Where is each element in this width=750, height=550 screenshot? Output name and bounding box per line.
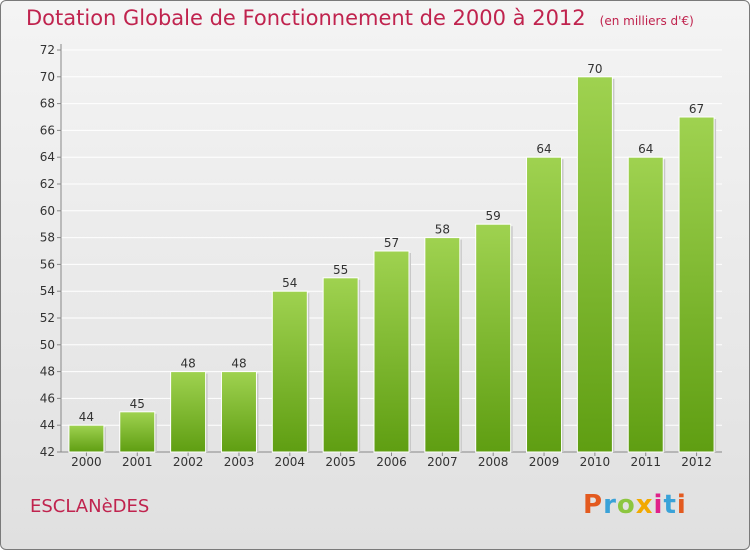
y-tick-label: 72 — [40, 43, 55, 57]
data-label: 64 — [638, 142, 653, 156]
bar — [68, 424, 105, 453]
y-tick-label: 54 — [40, 284, 55, 298]
logo-letter: i — [676, 490, 687, 520]
bar — [322, 277, 359, 453]
x-tick-label: 2009 — [529, 455, 560, 469]
data-label: 59 — [486, 209, 501, 223]
x-tick-label: 2011 — [630, 455, 661, 469]
bar — [424, 237, 461, 453]
y-tick-label: 48 — [40, 365, 55, 379]
y-tick-label: 62 — [40, 177, 55, 191]
logo-letter: P — [583, 490, 604, 520]
y-tick-label: 52 — [40, 311, 55, 325]
x-tick-label: 2006 — [376, 455, 407, 469]
y-tick-label: 58 — [40, 231, 55, 245]
bar — [170, 371, 207, 453]
data-label: 48 — [231, 357, 246, 371]
bars: 44 45 48 48 54 55 57 58 59 64 70 64 67 — [68, 62, 717, 453]
y-tick-label: 70 — [40, 70, 55, 84]
x-tick-label: 2010 — [580, 455, 611, 469]
bar — [526, 156, 563, 453]
y-tick-label: 68 — [40, 97, 55, 111]
data-label: 44 — [79, 410, 94, 424]
bar — [678, 116, 715, 453]
x-tick-label: 2001 — [122, 455, 153, 469]
y-tick-label: 60 — [40, 204, 55, 218]
bar — [627, 156, 664, 453]
x-tick-label: 2005 — [325, 455, 356, 469]
y-tick-label: 64 — [40, 150, 55, 164]
x-tick-label: 2004 — [275, 455, 306, 469]
y-tick-label: 50 — [40, 338, 55, 352]
data-label: 67 — [689, 102, 704, 116]
data-label: 45 — [130, 397, 145, 411]
bar — [220, 371, 257, 453]
data-label: 58 — [435, 223, 450, 237]
chart-title-text: Dotation Globale de Fonctionnement de 20… — [26, 6, 586, 30]
bar — [271, 290, 308, 453]
x-tick-label: 2008 — [478, 455, 509, 469]
data-label: 64 — [536, 142, 551, 156]
data-label: 54 — [282, 276, 297, 290]
proxiti-logo[interactable]: Proxiti — [583, 490, 687, 520]
data-label: 48 — [180, 357, 195, 371]
axes: 42 44 46 48 50 52 54 56 58 60 62 64 66 68 70 72 2000 2001… — [40, 43, 722, 469]
logo-letter: t — [663, 490, 677, 520]
chart-subtitle: (en milliers d'€) — [599, 14, 694, 28]
bar — [475, 223, 512, 453]
data-label: 55 — [333, 263, 348, 277]
bar — [576, 76, 613, 453]
x-tick-label: 2002 — [173, 455, 204, 469]
data-label: 57 — [384, 236, 399, 250]
y-tick-label: 56 — [40, 257, 55, 271]
logo-letter: x — [635, 490, 654, 520]
x-tick-label: 2007 — [427, 455, 458, 469]
y-tick-label: 66 — [40, 123, 55, 137]
bar — [373, 250, 410, 453]
logo-letter: r — [603, 490, 617, 520]
bar — [119, 411, 156, 453]
chart-title: Dotation Globale de Fonctionnement de 20… — [26, 6, 694, 30]
x-tick-label: 2003 — [224, 455, 255, 469]
logo-letter: o — [616, 490, 636, 520]
data-label: 70 — [587, 62, 602, 76]
y-tick-label: 44 — [40, 418, 55, 432]
x-tick-label: 2012 — [681, 455, 712, 469]
commune-name: ESCLANèDES — [30, 496, 150, 517]
x-tick-label: 2000 — [71, 455, 102, 469]
logo-letter: i — [653, 490, 664, 520]
y-tick-label: 42 — [40, 445, 55, 459]
y-tick-label: 46 — [40, 391, 55, 405]
